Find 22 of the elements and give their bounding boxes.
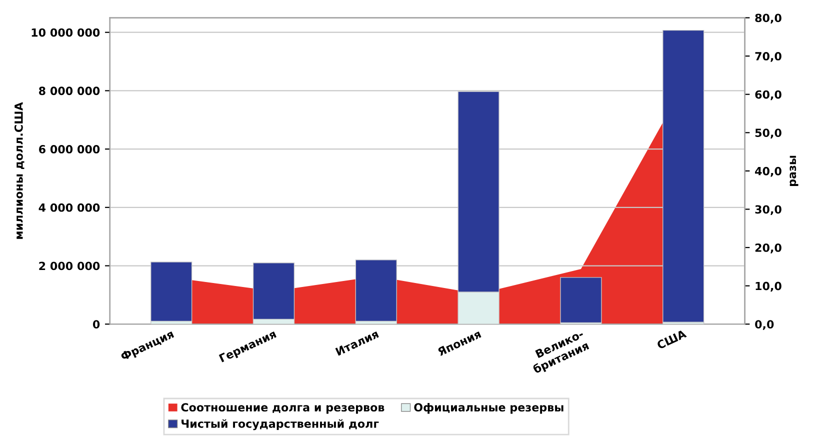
y-tick-label: 10 000 000 bbox=[32, 28, 100, 37]
y2-tick-label: 70,0 bbox=[755, 52, 782, 62]
y-tick-label: 6 000 000 bbox=[39, 145, 100, 154]
legend-label: Соотношение долга и резервов bbox=[181, 403, 384, 414]
y2-axis-title: разы bbox=[790, 156, 798, 186]
y-tick-label: 2 000 000 bbox=[39, 262, 100, 270]
legend-label: Официальные резервы bbox=[414, 402, 564, 414]
y2-tick-label: 10,0 bbox=[756, 282, 782, 292]
y2-tick-label: 0,0 bbox=[755, 320, 774, 330]
y-axis-title: миллионы долл.США bbox=[14, 102, 24, 239]
legend-label: Чистый государственный долг bbox=[182, 419, 379, 430]
y2-tick-label: 30,0 bbox=[755, 205, 782, 216]
y2-tick-label: 80,0 bbox=[755, 14, 782, 24]
bar bbox=[560, 277, 602, 324]
y2-tick-label: 50,0 bbox=[755, 128, 782, 138]
x-tick-label: США bbox=[656, 329, 687, 350]
y-tick-label: 8 000 000 bbox=[38, 86, 100, 96]
y2-tick-label: 20,0 bbox=[755, 244, 782, 254]
y2-tick-label: 60,0 bbox=[755, 90, 782, 100]
y-tick-label: 4 000 000 bbox=[38, 203, 100, 212]
y2-tick-label: 40,0 bbox=[755, 166, 782, 177]
y-tick-label: 0 bbox=[92, 320, 100, 328]
